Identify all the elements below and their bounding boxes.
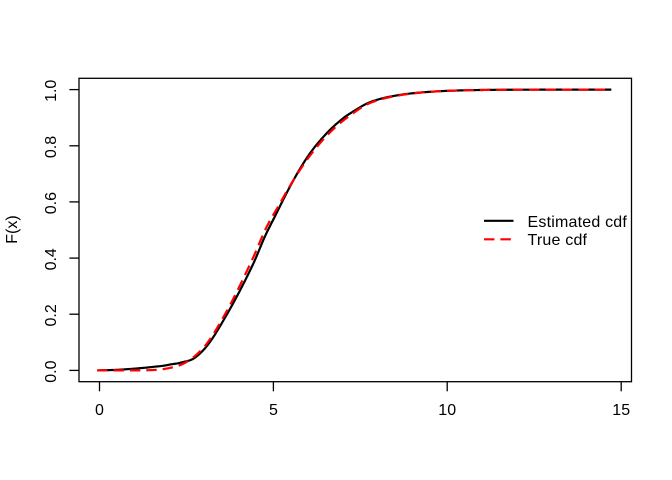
svg-text:0.4: 0.4 bbox=[43, 248, 60, 270]
svg-text:0.8: 0.8 bbox=[43, 136, 60, 158]
svg-text:True cdf: True cdf bbox=[528, 232, 588, 249]
svg-text:F(x): F(x) bbox=[4, 215, 21, 243]
svg-text:0.0: 0.0 bbox=[43, 360, 60, 382]
svg-text:0: 0 bbox=[95, 402, 104, 419]
svg-text:0.2: 0.2 bbox=[43, 304, 60, 326]
svg-text:0.6: 0.6 bbox=[43, 192, 60, 214]
svg-text:10: 10 bbox=[438, 402, 456, 419]
svg-text:1.0: 1.0 bbox=[43, 80, 60, 102]
svg-text:5: 5 bbox=[269, 402, 278, 419]
svg-text:15: 15 bbox=[612, 402, 630, 419]
svg-text:Estimated cdf: Estimated cdf bbox=[528, 214, 628, 231]
